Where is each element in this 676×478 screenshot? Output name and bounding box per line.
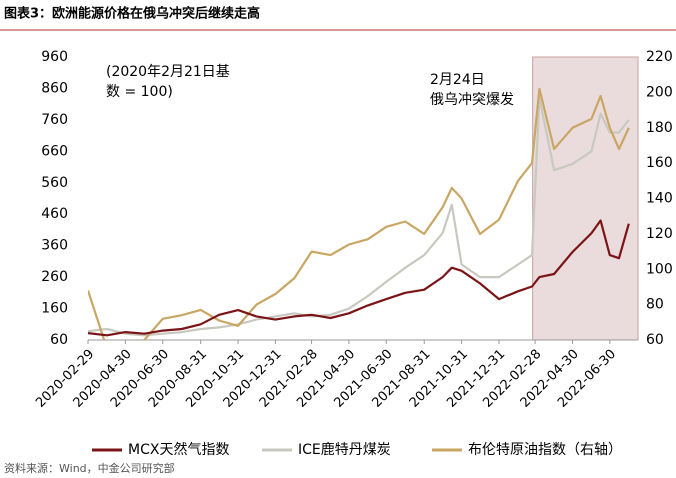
- source: 资料来源：Wind，中金公司研究部: [4, 461, 175, 475]
- y2-tick-label: 80: [646, 297, 664, 313]
- annotation: 俄乌冲突爆发: [430, 92, 514, 108]
- chart-title: 图表3：欧洲能源价格在俄乌冲突后继续走高: [4, 6, 260, 22]
- y2-tick-label: 160: [646, 155, 673, 171]
- y2-tick-label: 120: [646, 226, 673, 242]
- y-tick-label: 360: [41, 238, 68, 254]
- plot-area: [88, 87, 630, 340]
- y2-tick-label: 100: [646, 261, 673, 277]
- legend-label: MCX天然气指数: [128, 441, 229, 458]
- shaded-region: [532, 56, 639, 341]
- y2-tick-label: 200: [646, 84, 673, 100]
- legend-label: 布伦特原油指数（右轴）: [468, 442, 622, 458]
- annotation: 数 = 100): [106, 84, 173, 100]
- annotation: 2月24日: [430, 72, 485, 88]
- y2-tick-label: 220: [646, 49, 673, 65]
- y-tick-label: 460: [41, 206, 68, 222]
- y-tick-label: 860: [41, 80, 68, 96]
- annotation: (2020年2月21日基: [106, 63, 230, 80]
- series-line: [88, 87, 630, 340]
- y-tick-label: 960: [41, 49, 68, 65]
- y-tick-label: 560: [41, 175, 68, 191]
- y2-tick-label: 180: [646, 120, 673, 136]
- y-tick-label: 260: [41, 269, 68, 285]
- y2-tick-label: 140: [646, 191, 673, 207]
- y-tick-label: 660: [41, 143, 68, 159]
- series-line: [88, 219, 630, 337]
- legend-label: ICE鹿特丹煤炭: [298, 441, 391, 458]
- y-tick-label: 760: [41, 112, 68, 128]
- y-tick-label: 160: [41, 301, 68, 317]
- y2-tick-label: 60: [646, 332, 664, 348]
- series-line: [88, 96, 630, 337]
- y-tick-label: 60: [50, 332, 68, 348]
